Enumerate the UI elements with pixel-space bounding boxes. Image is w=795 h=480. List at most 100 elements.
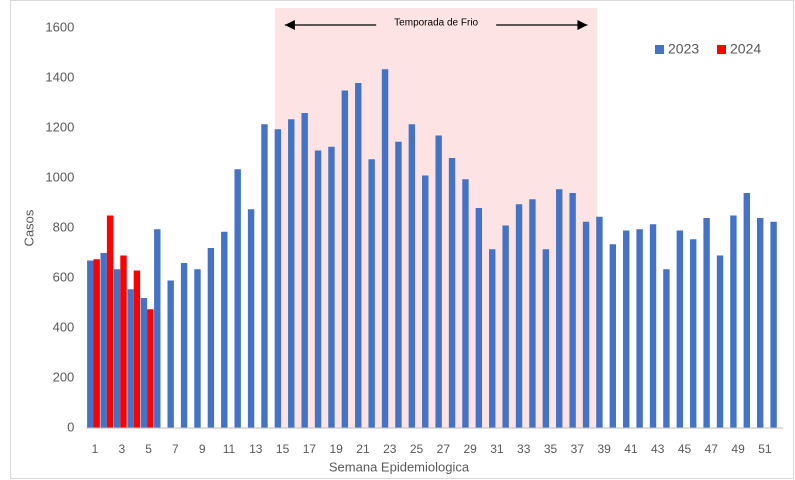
bar bbox=[113, 269, 121, 428]
bar bbox=[154, 229, 161, 428]
bar bbox=[381, 69, 389, 428]
bar bbox=[703, 218, 710, 428]
y-tick-label: 1600 bbox=[45, 19, 74, 34]
bar bbox=[623, 230, 630, 428]
bar bbox=[207, 248, 215, 428]
x-tick-label: 9 bbox=[199, 442, 206, 456]
x-tick-label: 49 bbox=[731, 442, 745, 456]
arrow-head bbox=[577, 20, 588, 30]
bar bbox=[462, 179, 469, 428]
bar bbox=[133, 270, 141, 428]
bar bbox=[167, 280, 174, 428]
legend-swatch bbox=[655, 45, 664, 54]
x-tick-label: 37 bbox=[571, 442, 585, 456]
y-tick-label: 0 bbox=[67, 419, 74, 434]
bar bbox=[448, 158, 456, 428]
bar bbox=[100, 253, 107, 428]
x-tick-label: 17 bbox=[303, 442, 317, 456]
x-tick-label: 7 bbox=[172, 442, 179, 456]
x-tick-label: 43 bbox=[651, 442, 665, 456]
bar bbox=[341, 90, 349, 428]
bar bbox=[180, 263, 188, 428]
bar bbox=[355, 83, 362, 428]
bar bbox=[582, 221, 590, 428]
bar bbox=[221, 231, 228, 428]
bar bbox=[757, 218, 764, 428]
x-tick-label: 29 bbox=[463, 442, 477, 456]
x-tick-label: 3 bbox=[118, 442, 125, 456]
y-tick-label: 1200 bbox=[45, 119, 74, 134]
bar bbox=[314, 150, 322, 428]
bar bbox=[120, 255, 127, 428]
bar bbox=[542, 249, 550, 428]
bar bbox=[87, 260, 94, 428]
x-tick-label: 35 bbox=[544, 442, 558, 456]
x-tick-label: 19 bbox=[329, 442, 343, 456]
x-tick-label: 23 bbox=[383, 442, 397, 456]
bar bbox=[636, 229, 643, 428]
bar bbox=[140, 298, 148, 428]
x-tick-label: 33 bbox=[517, 442, 531, 456]
bar bbox=[435, 135, 442, 428]
bar bbox=[556, 189, 563, 428]
bar bbox=[609, 244, 617, 428]
bar bbox=[194, 269, 201, 428]
bar bbox=[502, 225, 509, 428]
bar bbox=[368, 159, 375, 428]
bar bbox=[475, 208, 483, 428]
bar bbox=[649, 224, 657, 428]
bar bbox=[569, 193, 576, 428]
bar bbox=[247, 209, 255, 428]
bar bbox=[106, 215, 114, 428]
x-tick-label: 47 bbox=[705, 442, 719, 456]
x-tick-label: 13 bbox=[249, 442, 263, 456]
bar bbox=[770, 221, 777, 428]
bar bbox=[489, 249, 496, 428]
x-tick-label: 41 bbox=[624, 442, 638, 456]
bar bbox=[288, 119, 295, 428]
bar bbox=[395, 141, 402, 428]
bar bbox=[515, 204, 523, 428]
bar bbox=[529, 199, 536, 428]
legend-label: 2023 bbox=[668, 41, 699, 57]
y-axis-label: Casos bbox=[21, 209, 36, 246]
y-tick-label: 1000 bbox=[45, 169, 74, 184]
arrow-head bbox=[284, 20, 295, 30]
x-tick-label: 15 bbox=[276, 442, 290, 456]
bar bbox=[274, 129, 282, 428]
bar bbox=[261, 124, 268, 428]
x-tick-label: 31 bbox=[490, 442, 504, 456]
bar bbox=[676, 230, 684, 428]
bar bbox=[422, 175, 429, 428]
bar bbox=[716, 255, 724, 428]
bar bbox=[730, 215, 737, 428]
bar bbox=[93, 259, 100, 428]
x-axis-label: Semana Epidemiologica bbox=[329, 459, 470, 474]
bar bbox=[147, 309, 154, 428]
bar bbox=[663, 269, 670, 428]
x-tick-label: 45 bbox=[678, 442, 692, 456]
bar bbox=[596, 216, 603, 428]
y-tick-label: 400 bbox=[53, 319, 75, 334]
bar bbox=[408, 124, 416, 428]
y-tick-label: 1400 bbox=[45, 69, 74, 84]
y-tick-label: 800 bbox=[53, 219, 75, 234]
legend-label: 2024 bbox=[730, 41, 761, 57]
x-tick-label: 39 bbox=[597, 442, 611, 456]
x-tick-label: 21 bbox=[356, 442, 370, 456]
y-tick-label: 200 bbox=[53, 369, 75, 384]
bar bbox=[234, 169, 241, 428]
bar bbox=[301, 113, 308, 428]
legend-swatch bbox=[717, 45, 726, 54]
highlight-label: Temporada de Frio bbox=[394, 18, 478, 29]
x-tick-label: 11 bbox=[223, 442, 236, 456]
y-tick-label: 600 bbox=[53, 269, 75, 284]
x-tick-label: 1 bbox=[92, 442, 99, 456]
bar bbox=[328, 146, 335, 428]
x-tick-label: 51 bbox=[758, 442, 772, 456]
x-tick-label: 25 bbox=[410, 442, 424, 456]
bar bbox=[127, 289, 134, 428]
x-tick-label: 5 bbox=[145, 442, 152, 456]
x-tick-label: 27 bbox=[437, 442, 451, 456]
